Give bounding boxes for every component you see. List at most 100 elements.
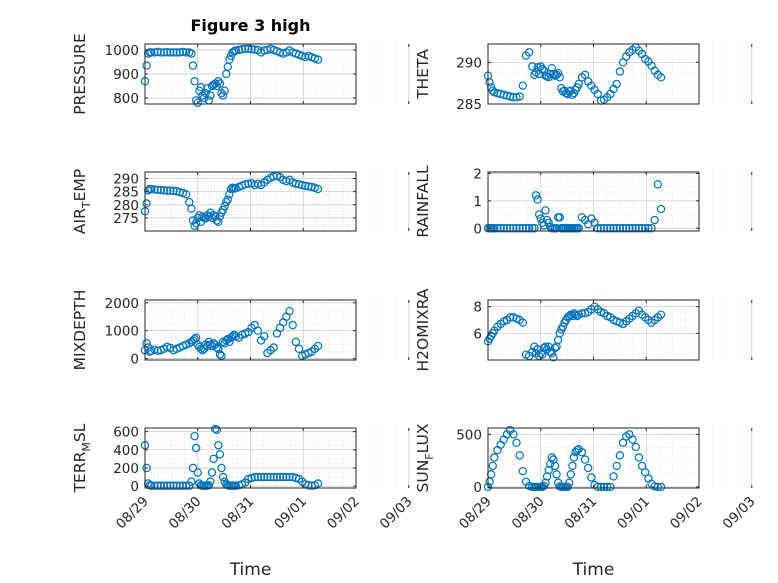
y-tick-label: 1000 [105,43,139,59]
data-point [593,89,602,99]
data-point [574,79,583,89]
y-tick-label: 1 [473,194,482,210]
data-point [201,88,210,98]
data-point [301,181,310,191]
x-tick-label: 08/31 [219,494,258,533]
data-point [223,195,233,204]
data-point [207,468,217,477]
data-point [580,70,590,80]
x-tick-label: 09/03 [720,494,759,533]
data-point [549,69,558,79]
data-point [166,48,175,57]
data-point [229,330,239,340]
data-point [631,224,640,233]
data-point [269,472,278,482]
data-point [191,218,201,228]
data-point [169,186,178,196]
y-tick-label: 0 [130,479,139,495]
data-point [509,93,518,102]
data-point [294,344,304,354]
data-point [269,172,278,181]
y-axis-label: TERRMSL [71,423,93,493]
data-point [215,350,225,359]
data-point [599,482,609,492]
data-point [565,478,574,487]
data-point [569,453,579,462]
data-point [571,310,580,319]
data-point [653,482,663,492]
data-point [552,470,561,479]
data-point [536,214,545,223]
data-point [191,443,201,453]
y-tick-label: 500 [456,427,482,443]
y-tick-label: 290 [113,172,139,188]
data-point [217,351,226,361]
y-tick-label: 800 [113,91,139,107]
subplot-h2omixra: 6 8 H2OMIXRA [414,288,753,372]
data-point [547,63,557,73]
data-point [496,224,505,233]
data-point [209,454,218,464]
y-tick-label: 900 [113,67,139,83]
data-point [615,451,625,460]
data-point [550,461,560,471]
data-point [178,481,188,490]
data-point [206,477,215,486]
y-tick-label: 0 [473,221,482,237]
data-point [580,455,590,464]
data-point [509,224,518,233]
data-point [142,61,151,70]
subplot-sun-flux: 0 500 08/29 08/30 08/31 09/01 09/02 09/03 Time SU… [414,423,759,580]
data-point [291,337,301,347]
data-point [275,472,285,482]
data-point [162,481,172,490]
data-point [153,47,162,57]
y-tick-label: 285 [456,97,482,113]
data-point [490,453,499,462]
data-point [656,482,666,492]
data-point [502,224,512,233]
data-series [140,171,323,230]
data-point [172,481,181,490]
data-point [215,79,225,88]
data-point [285,306,294,316]
data-point [609,472,618,481]
data-point [304,481,313,490]
data-point [566,470,576,479]
data-point [218,205,228,215]
data-point [650,215,659,225]
data-point [188,463,198,473]
y-axis-label: THETA [414,49,432,100]
data-point [226,184,236,194]
data-point [241,180,250,189]
data-point [534,210,544,219]
data-point [196,82,206,92]
data-point [231,481,240,490]
y-tick-label: 290 [456,55,482,71]
data-point [212,343,221,352]
data-point [250,472,259,482]
data-point [515,224,524,233]
data-point [505,313,515,322]
data-point [297,180,307,190]
subplot-pressure: 800 900 1000 PRESSURE Figure 3 high [71,16,410,115]
y-axis-label: RAINFALL [414,165,432,238]
data-point [628,224,637,233]
y-axis-label: PRESSURE [71,33,89,115]
y-tick-label: 6 [473,326,482,342]
data-point [572,445,582,455]
data-point [178,47,188,57]
data-point [256,472,266,482]
data-series [483,43,666,105]
data-point [288,320,297,330]
data-point [488,86,497,95]
data-point [169,48,178,57]
data-point [166,481,175,490]
data-point [313,341,323,351]
data-series [483,180,666,233]
data-point [518,466,528,476]
data-point [285,472,294,482]
y-tick-label: 0 [473,480,482,496]
data-point [225,190,234,199]
data-point [515,451,524,460]
